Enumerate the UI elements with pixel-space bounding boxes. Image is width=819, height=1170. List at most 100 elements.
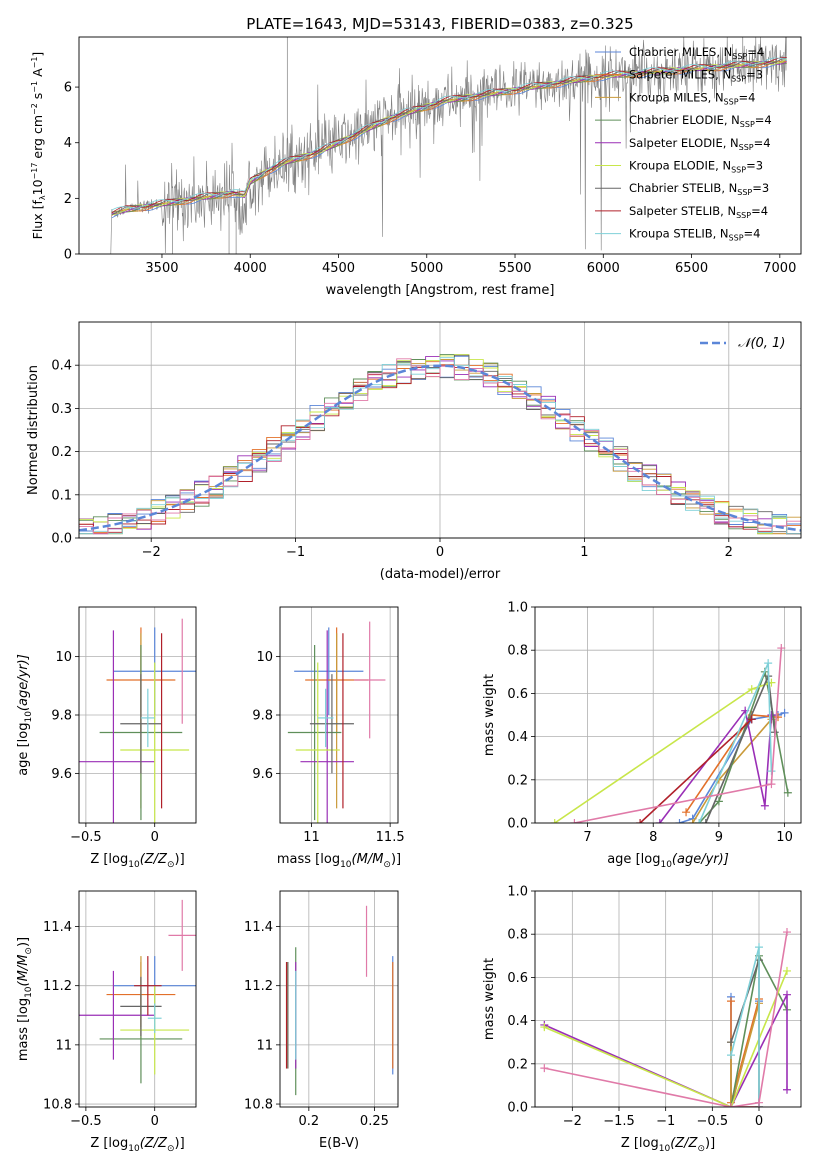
mass-weight-point — [540, 1023, 549, 1032]
x-tick-label: 1 — [580, 545, 588, 560]
mass-weight-line — [730, 1003, 760, 1107]
axes-frame — [534, 890, 802, 1108]
x-tick-label: 9 — [715, 830, 723, 845]
y-tick-label: 9.6 — [252, 767, 273, 782]
y-axis-label: Flux [fλ10−17 erg cm−2 s−1 A−1] — [30, 52, 47, 240]
mass-weight-point — [688, 819, 697, 823]
x-tick-label: 11 — [303, 830, 320, 845]
mass-weight-point — [727, 1051, 735, 1060]
legend-entry: Kroupa MILES, NSSP=4 — [629, 90, 755, 106]
y-tick-label: 0.4 — [51, 359, 72, 374]
y-tick-label: 2 — [64, 192, 72, 207]
model-spectrum-line — [111, 58, 787, 216]
y-tick-label: 10 — [256, 650, 273, 665]
y-tick-label: 11.2 — [43, 979, 72, 994]
x-tick-label: 8 — [649, 830, 657, 845]
y-tick-label: 9.8 — [252, 709, 273, 724]
mass-weight-line — [679, 712, 785, 823]
x-tick-label: 6000 — [587, 261, 620, 276]
x-tick-label: 0 — [151, 830, 159, 845]
x-tick-label: 10 — [776, 830, 793, 845]
y-tick-label: 1.0 — [507, 601, 528, 616]
mass-weight-point — [760, 801, 769, 810]
x-tick-label: −1 — [286, 545, 305, 560]
x-axis-label: wavelength [Angstrom, rest frame] — [326, 283, 555, 298]
x-tick-label: 7 — [583, 830, 591, 845]
x-tick-label: 0.25 — [360, 1114, 389, 1129]
mass-weight-line — [698, 662, 773, 823]
y-tick-label: 0.4 — [507, 730, 528, 745]
legend-entry: Kroupa ELODIE, NSSP=3 — [629, 159, 763, 175]
y-tick-label: 0.6 — [507, 971, 528, 986]
x-tick-label: 0 — [151, 1114, 159, 1129]
x-axis-label: mass [log10(M/M⊙)] — [277, 852, 401, 870]
axes-frame — [534, 606, 802, 824]
y-tick-label: 4 — [64, 136, 72, 151]
legend-entry: Chabrier STELIB, NSSP=3 — [629, 181, 769, 197]
mass-weight-point — [777, 644, 786, 653]
axes-frame — [279, 890, 399, 1108]
mass-weight-point — [767, 711, 776, 719]
mass-weight-line — [544, 931, 788, 1107]
mass-weight-point — [675, 819, 684, 823]
x-tick-label: 11.5 — [376, 830, 405, 845]
mass-weight-point — [747, 685, 756, 694]
model-spectrum-line — [111, 60, 787, 214]
axes-frame — [279, 606, 399, 824]
mass-weight-point — [783, 788, 792, 797]
x-tick-label: 4000 — [234, 261, 267, 276]
y-tick-label: 6 — [64, 81, 72, 96]
mass-weight-point — [695, 819, 704, 823]
y-tick-label: 0.1 — [51, 488, 72, 503]
y-tick-label: 0.3 — [51, 402, 72, 417]
y-tick-label: 0 — [64, 248, 72, 263]
y-tick-label: 0.4 — [507, 1014, 528, 1029]
mass-weight-point — [755, 1098, 763, 1107]
mass-weight-point — [714, 797, 723, 806]
x-tick-label: −0.5 — [70, 830, 102, 845]
x-tick-label: −0.5 — [697, 1114, 729, 1129]
y-tick-label: 11.2 — [244, 979, 273, 994]
axes-frame — [78, 890, 197, 1108]
x-tick-label: 5500 — [498, 261, 531, 276]
model-spectrum-line — [111, 57, 787, 211]
y-tick-label: 0.8 — [507, 928, 528, 943]
legend-entry: Chabrier ELODIE, NSSP=4 — [629, 113, 772, 129]
mass-weight-point — [783, 990, 791, 999]
mass-weight-point — [783, 1085, 791, 1094]
axes-frame — [78, 606, 197, 824]
x-tick-label: 4500 — [322, 261, 355, 276]
x-tick-label: −2 — [563, 1114, 582, 1129]
y-tick-label: 0.2 — [507, 773, 528, 788]
legend-entry: Kroupa STELIB, NSSP=4 — [629, 227, 760, 243]
x-axis-label: (data-model)/error — [380, 567, 501, 582]
x-axis-label: Z [log10(Z/Z⊙)] — [621, 1136, 715, 1154]
x-axis-label: age [log10(age/yr)] — [607, 852, 729, 870]
mass-weight-line — [659, 708, 773, 823]
mass-weight-line — [543, 970, 788, 1107]
legend-entry: 𝒩(0, 1) — [738, 336, 785, 351]
mass-weight-point — [767, 780, 776, 789]
y-tick-label: 0.2 — [507, 1057, 528, 1072]
y-tick-label: 0.0 — [51, 532, 72, 547]
y-tick-label: 1.0 — [507, 885, 528, 900]
mass-weight-point — [783, 966, 791, 975]
mass-weight-point — [701, 819, 710, 823]
mass-weight-point — [764, 659, 773, 668]
y-axis-label: Normed distribution — [26, 365, 41, 495]
mass-weight-line — [691, 718, 773, 823]
y-tick-label: 0.2 — [51, 445, 72, 460]
x-tick-label: 7000 — [763, 261, 796, 276]
legend-entry: Salpeter STELIB, NSSP=4 — [629, 204, 768, 220]
y-tick-label: 9.8 — [51, 709, 72, 724]
mass-weight-point — [727, 997, 735, 1006]
y-tick-label: 11.4 — [244, 920, 273, 935]
y-tick-label: 11 — [55, 1038, 72, 1053]
x-tick-label: 2 — [725, 545, 733, 560]
mass-weight-point — [540, 1064, 549, 1073]
y-axis-label: mass [log10(M/M⊙)] — [16, 937, 34, 1061]
model-spectrum-line — [111, 57, 787, 216]
x-tick-label: 5000 — [410, 261, 443, 276]
normal-distribution-curve — [79, 364, 801, 532]
